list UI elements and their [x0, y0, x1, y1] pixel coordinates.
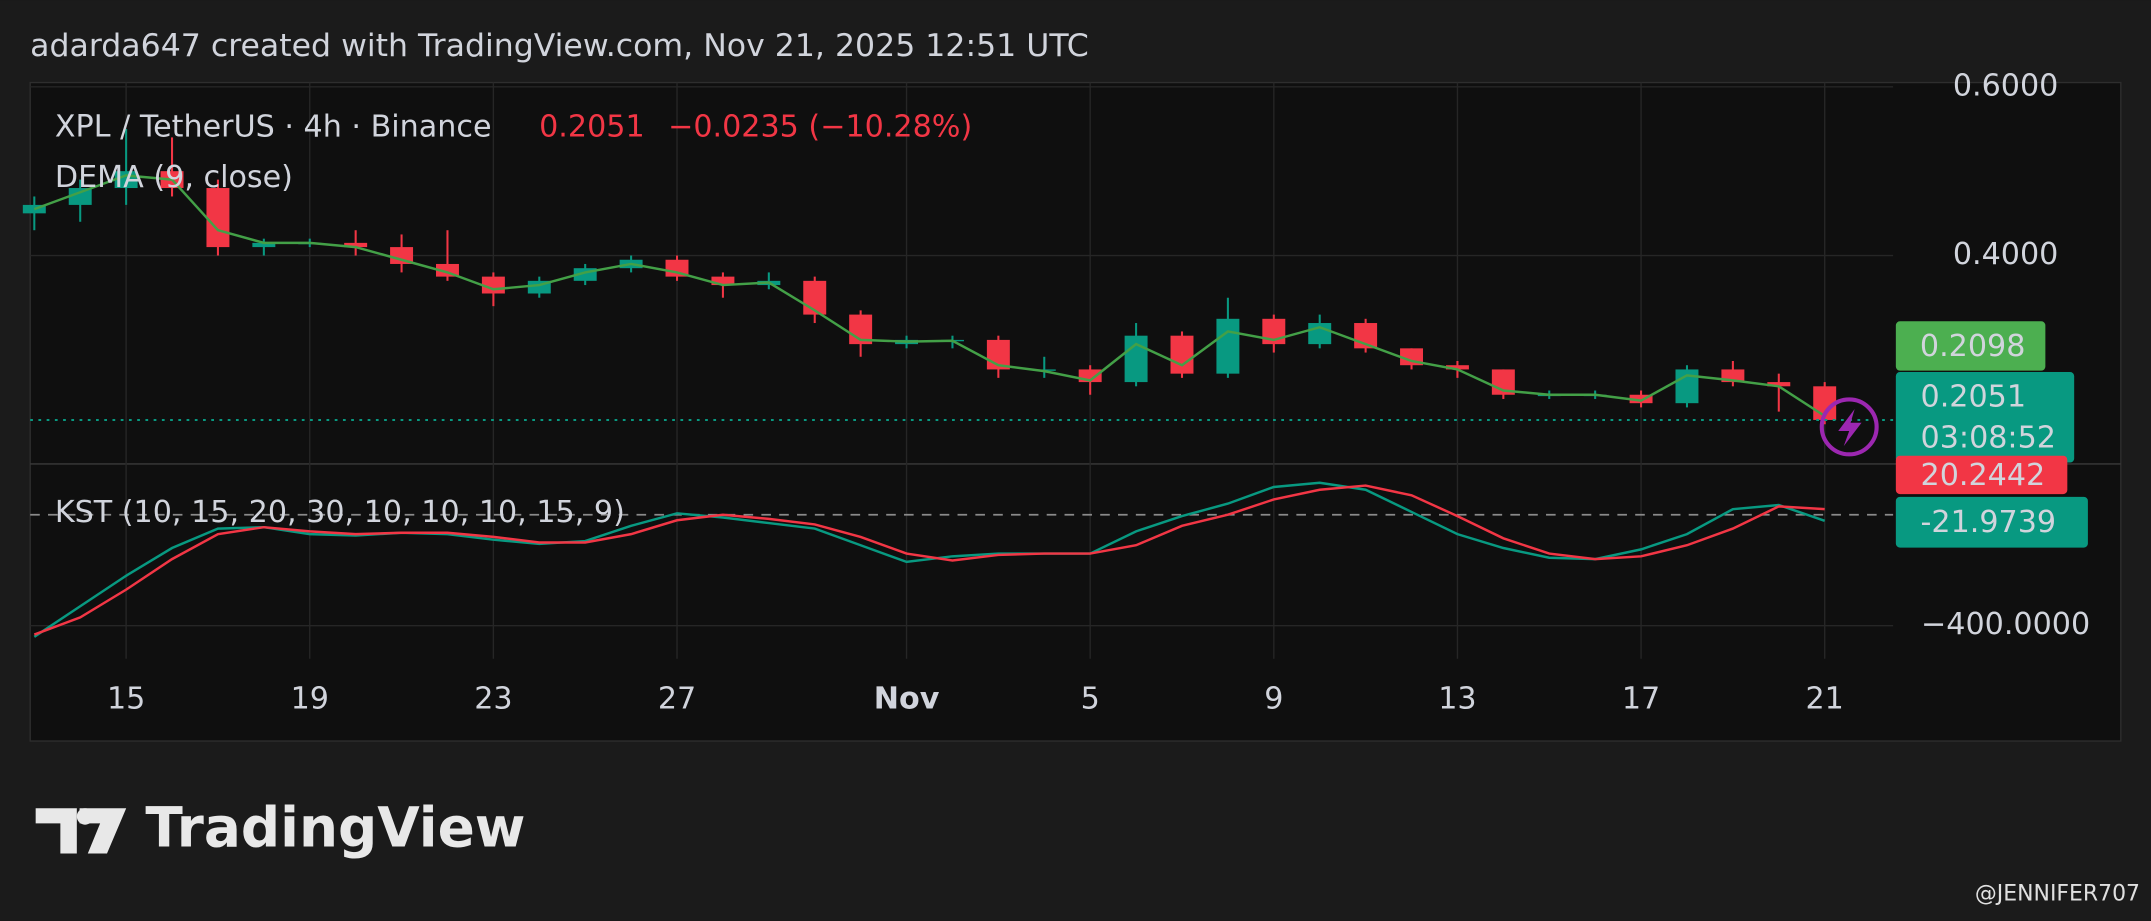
- symbol-title: XPL / TetherUS · 4h · Binance: [55, 109, 492, 144]
- kst-label-box: [1895, 496, 2088, 548]
- x-tick-label: 15: [107, 681, 145, 716]
- kst-line: [33, 481, 1826, 638]
- x-tick-label: 5: [1081, 681, 1100, 716]
- x-tick-label: 9: [1264, 681, 1283, 716]
- candle-body: [68, 188, 92, 205]
- dema-label: 0.2098: [1920, 329, 2026, 364]
- candle-body: [1124, 335, 1148, 383]
- y-tick-label: 0.4000: [1953, 237, 2059, 272]
- watermark: @JENNIFER707: [1975, 882, 2140, 907]
- candle-body: [1767, 382, 1791, 387]
- kst-label-box: [1895, 455, 2068, 495]
- price-change: −0.0235 (−10.28%): [668, 109, 972, 144]
- alert-bolt: [1838, 409, 1862, 447]
- candle-body: [344, 242, 368, 248]
- x-tick-label: 23: [474, 681, 512, 716]
- y-tick-label: −400.0000: [1921, 607, 2090, 642]
- alert-icon[interactable]: [1819, 397, 1879, 457]
- candle-body: [1629, 394, 1653, 404]
- plot: 15 19 23 27 Nov 5 9 13 17 21 0.6000 0.4000 −400.0000…: [22, 68, 2090, 716]
- kst-title: KST (10, 15, 20, 30, 10, 10, 10, 15, 9): [55, 495, 625, 530]
- chart-area: [29, 81, 2122, 742]
- x-tick-label: 21: [1806, 681, 1844, 716]
- price-label: 0.2051: [1921, 380, 2027, 415]
- candle-body: [1170, 335, 1194, 374]
- dema-line: [33, 174, 1826, 418]
- candle-body: [390, 247, 414, 264]
- candle-body: [1445, 365, 1469, 370]
- header: adarda647 created with TradingView.com, …: [30, 28, 1089, 64]
- y-tick-label: 0.6000: [1953, 68, 2059, 103]
- indicator-title: DEMA (9, close): [55, 160, 293, 195]
- logo-text: TradingView: [145, 796, 525, 860]
- candle-body: [252, 242, 276, 248]
- candle-body: [1216, 318, 1240, 374]
- x-tick-label: 19: [291, 681, 329, 716]
- x-tick-label: 17: [1622, 681, 1660, 716]
- last-price: 0.2051: [539, 109, 645, 144]
- kst-line: [33, 484, 1825, 636]
- x-tick-label: 27: [658, 681, 696, 716]
- x-tick-label: Nov: [874, 681, 940, 716]
- logo-mark: [35, 808, 127, 854]
- candle-body: [711, 276, 735, 286]
- kst-label: 20.2442: [1921, 458, 2046, 493]
- price-label-box: [1895, 372, 2075, 463]
- logo-dot: [76, 808, 94, 825]
- kst-label: -21.9739: [1921, 505, 2057, 540]
- dema-label-box: [1895, 321, 2046, 371]
- countdown-label: 03:08:52: [1921, 421, 2056, 456]
- x-tick-label: 13: [1438, 681, 1476, 716]
- candle-body: [206, 188, 230, 248]
